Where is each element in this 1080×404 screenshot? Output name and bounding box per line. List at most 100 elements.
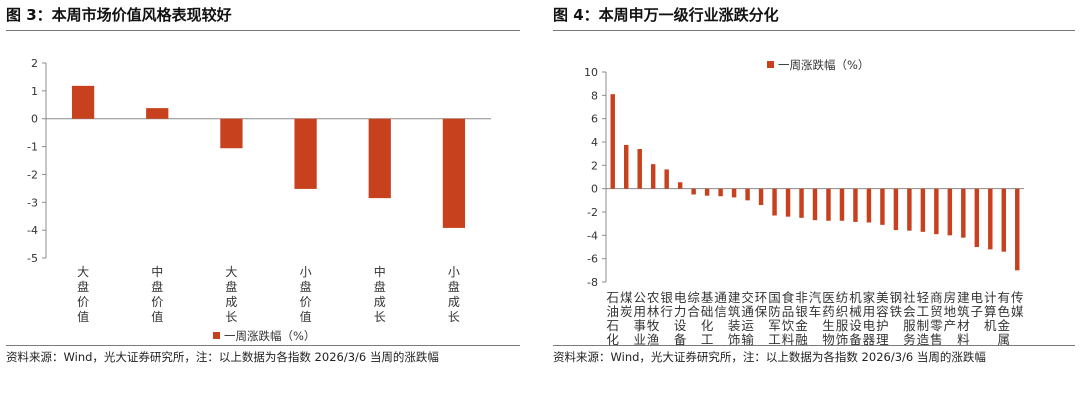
category-label-钢铁: 钢铁 xyxy=(890,290,903,319)
category-label-有色金属: 有色金属 xyxy=(998,290,1011,345)
bar-房地产 xyxy=(947,188,953,236)
category-label-交通运输: 交通运输 xyxy=(741,290,754,345)
bar-建筑材料 xyxy=(961,188,966,238)
category-label-小盘成长: 小盘成长 xyxy=(448,265,460,324)
bar-中盘成长 xyxy=(368,118,391,199)
category-label-医药生物: 医药生物 xyxy=(822,290,835,345)
bar-综合 xyxy=(691,188,696,195)
category-label-银行: 银行 xyxy=(660,290,673,319)
category-label-大盘成长: 大盘成长 xyxy=(225,265,237,324)
category-label-农林牧渔: 农林牧渔 xyxy=(647,290,660,345)
category-label-计算机: 计算机 xyxy=(984,290,997,333)
bar-中盘价值 xyxy=(146,108,169,119)
bar-大盘成长 xyxy=(220,118,243,149)
category-label-综合: 综合 xyxy=(687,290,700,319)
category-label-社会服务: 社会服务 xyxy=(903,290,916,345)
y-tick-label: 1 xyxy=(31,85,38,98)
bar-医药生物 xyxy=(826,188,831,221)
right-title-rule xyxy=(553,30,1075,31)
category-label-商贸零售: 商贸零售 xyxy=(930,290,943,345)
bar-国防军工 xyxy=(772,188,777,216)
bar-家用电器 xyxy=(866,188,872,223)
bar-轻工制造 xyxy=(920,188,926,232)
y-tick-label: -3 xyxy=(27,196,38,209)
y-tick-label: 0 xyxy=(591,183,598,196)
bar-基础化工 xyxy=(704,188,710,196)
category-label-汽车: 汽车 xyxy=(809,290,822,319)
bar-有色金属 xyxy=(1001,188,1006,252)
left-chart-svg: 2 1 0 -1 -2 -3 -4 -5 大盘价值 中盘价值 大盘成长 小盘价值 中盘成长 小盘成长一周涨… xyxy=(27,57,491,343)
left-bottom-rule xyxy=(6,345,520,346)
category-label-环保: 环保 xyxy=(755,290,768,319)
category-label-大盘价值: 大盘价值 xyxy=(77,265,89,324)
y-tick-label: -1 xyxy=(27,141,38,154)
category-label-煤炭: 煤炭 xyxy=(620,290,633,319)
right-chart-svg: 10 8 6 4 2 0 -2 -4 -6 -8 石油石化煤炭公用事业农林牧渔银行电力设备综合基础化… xyxy=(584,58,1024,345)
bar-汽车 xyxy=(812,188,818,221)
bar-计算机 xyxy=(988,188,993,250)
bar-大盘价值 xyxy=(71,85,95,119)
y-tick-label: 6 xyxy=(591,113,598,126)
y-tick-label: -4 xyxy=(27,224,38,237)
category-label-电子: 电子 xyxy=(971,290,984,319)
bar-公用事业 xyxy=(637,149,642,189)
category-label-中盘价值: 中盘价值 xyxy=(151,264,163,324)
bar-钢铁 xyxy=(893,188,899,231)
legend-swatch xyxy=(767,61,774,68)
y-tick-label: -6 xyxy=(587,253,598,266)
category-label-食品饮料: 食品饮料 xyxy=(782,290,795,345)
category-label-纺织服饰: 纺织服饰 xyxy=(836,290,849,345)
category-label-轻工制造: 轻工制造 xyxy=(917,290,930,345)
right-bottom-rule xyxy=(553,345,1075,346)
bar-非银金融 xyxy=(799,188,804,218)
category-label-基础化工: 基础化工 xyxy=(701,290,714,345)
bar-食品饮料 xyxy=(785,188,791,217)
bar-纺织服饰 xyxy=(839,188,845,221)
bar-通信 xyxy=(718,188,723,197)
y-tick-label: -5 xyxy=(27,252,38,265)
right-chart: 10 8 6 4 2 0 -2 -4 -6 -8 石油石化 煤炭 公用事业 农林牧渔 银行 电力设备 综合 基础化… xyxy=(553,42,1075,345)
bar-煤炭 xyxy=(624,144,629,189)
bar-电子 xyxy=(974,188,980,247)
category-label-非银金融: 非银金融 xyxy=(795,290,808,345)
category-label-建筑装饰: 建筑装饰 xyxy=(728,290,741,345)
bar-农林牧渔 xyxy=(650,164,656,189)
y-tick-label: -8 xyxy=(587,276,598,289)
category-label-小盘价值: 小盘价值 xyxy=(300,265,312,324)
y-tick-label: 8 xyxy=(591,89,598,102)
category-label-公用事业: 公用事业 xyxy=(633,290,646,345)
category-label-传媒: 传媒 xyxy=(1011,290,1024,319)
bar-商贸零售 xyxy=(934,188,939,235)
y-tick-label: 2 xyxy=(591,159,598,172)
left-source-note: 资料来源：Wind，光大证券研究所，注：以上数据为各指数 2026/3/6 当周… xyxy=(6,350,439,364)
category-label-机械设备: 机械设备 xyxy=(849,290,862,345)
bar-机械设备 xyxy=(853,188,858,222)
left-title-rule xyxy=(6,30,520,31)
y-tick-label: -2 xyxy=(587,206,598,219)
y-tick-label: -4 xyxy=(587,229,598,242)
bar-交通运输 xyxy=(745,188,750,201)
category-label-美容护理: 美容护理 xyxy=(876,290,889,345)
category-label-家用电器: 家用电器 xyxy=(863,290,876,345)
category-label-电力设备: 电力设备 xyxy=(674,290,687,345)
bar-社会服务 xyxy=(907,188,912,231)
bar-银行 xyxy=(664,169,669,189)
bar-小盘价值 xyxy=(294,118,317,189)
y-tick-label: 0 xyxy=(31,113,38,126)
y-tick-label: 10 xyxy=(584,66,598,79)
legend-swatch xyxy=(213,332,220,339)
category-label-房地产: 房地产 xyxy=(944,290,957,333)
bar-建筑装饰 xyxy=(731,188,737,198)
legend-label: 一周涨跌幅（%） xyxy=(224,329,315,343)
bar-传媒 xyxy=(1015,188,1020,271)
left-chart: 2 1 0 -1 -2 -3 -4 -5 大盘价值 中盘价值 大盘成长 小盘价值 中盘成长 小盘成长 一周涨… xyxy=(6,42,520,345)
bar-电力设备 xyxy=(677,182,683,189)
category-label-石油石化: 石油石化 xyxy=(606,290,619,345)
bar-小盘成长 xyxy=(442,118,466,228)
left-figure-title: 图 3：本周市场价值风格表现较好 xyxy=(6,6,232,24)
bar-美容护理 xyxy=(880,188,885,225)
bar-石油石化 xyxy=(610,94,615,189)
category-label-国防军工: 国防军工 xyxy=(768,290,781,345)
category-label-中盘成长: 中盘成长 xyxy=(374,264,386,324)
category-label-建筑材料: 建筑材料 xyxy=(957,290,970,345)
